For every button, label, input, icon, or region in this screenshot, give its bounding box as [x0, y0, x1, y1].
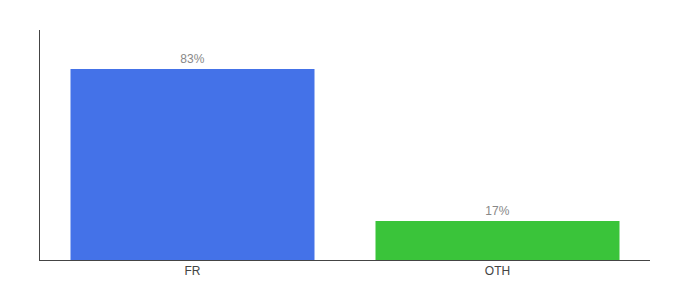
svg-text:FR: FR: [185, 264, 201, 278]
svg-text:17%: 17%: [485, 204, 509, 218]
svg-text:OTH: OTH: [485, 264, 510, 278]
svg-text:83%: 83%: [180, 52, 204, 66]
